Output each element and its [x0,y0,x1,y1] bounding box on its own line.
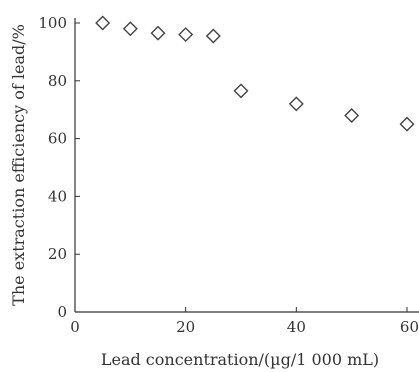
y-axis-title: The extraction efficiency of lead/% [9,24,28,306]
data-point-2 [150,25,166,41]
axes [74,18,419,313]
data-point-8 [399,116,415,132]
data-point-4 [205,28,221,44]
y-tick-label-3: 60 [48,130,67,148]
x-tick-label-3: 60 [400,318,419,336]
x-tick-label-1: 20 [176,318,195,336]
data-point-3 [178,27,194,43]
ticks: 0 20 40 60 0 20 40 60 80 100 [38,14,419,336]
x-axis-title: Lead concentration/(µg/1 000 mL) [101,350,379,369]
data-point-6 [288,96,304,112]
y-tick-label-4: 80 [48,72,67,90]
y-tick-label-2: 40 [48,187,67,205]
data-point-5 [233,83,249,99]
data-point-0 [95,15,111,31]
data-point-7 [344,107,360,123]
y-tick-label-1: 20 [48,245,67,263]
data-points [95,15,415,132]
y-tick-label-5: 100 [38,14,67,32]
data-point-1 [122,21,138,37]
x-tick-label-2: 40 [287,318,306,336]
x-tick-label-0: 0 [70,318,80,336]
y-tick-label-0: 0 [57,303,67,321]
